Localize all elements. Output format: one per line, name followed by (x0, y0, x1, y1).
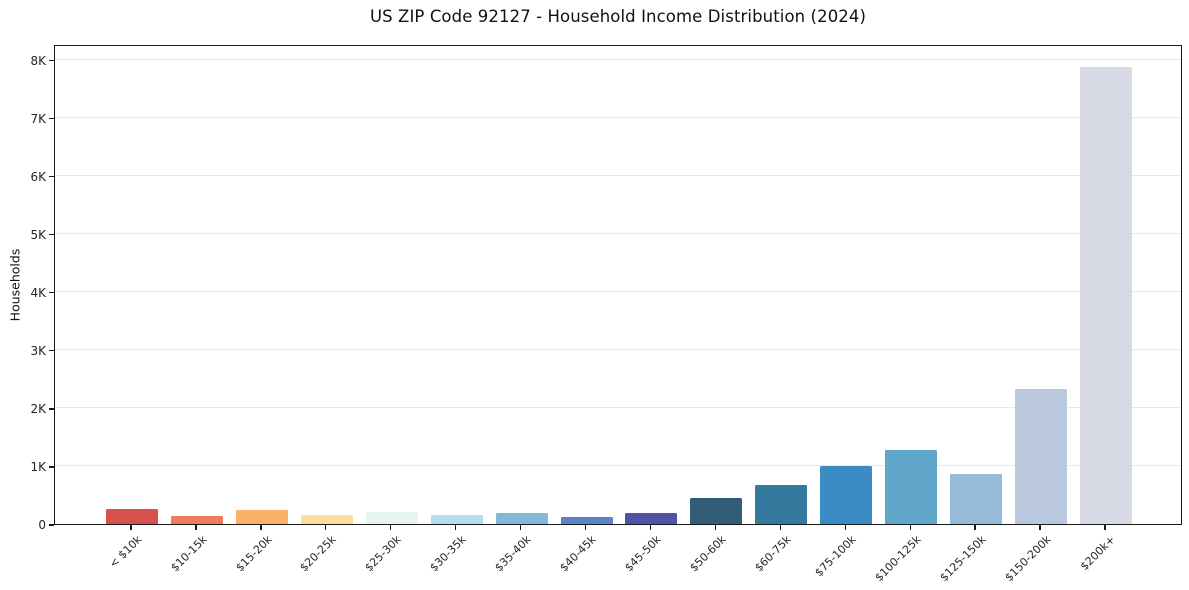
x-tick-label: $100-125k (872, 533, 924, 585)
x-tick-mark (649, 525, 652, 530)
y-tick-mark (49, 408, 54, 410)
x-tick-label: $45-50k (622, 533, 664, 575)
y-tick-label: 0 (38, 518, 46, 532)
y-tick-mark (49, 524, 54, 526)
y-tick-mark (49, 176, 54, 178)
y-tick-mark (49, 60, 54, 62)
x-tick-label: $125-150k (937, 533, 989, 585)
x-tick-label: $15-20k (232, 533, 275, 575)
bar-$200k+ (1080, 67, 1132, 524)
gridline (55, 348, 1181, 350)
bar-$35-40k (495, 512, 548, 524)
plot-area (54, 45, 1182, 525)
y-tick-mark (49, 234, 54, 236)
x-tick-label: $10-15k (167, 533, 210, 575)
y-tick-label: 2K (30, 401, 46, 416)
bar-$125-150k (950, 473, 1003, 524)
x-tick-mark (390, 525, 392, 530)
x-tick-mark (454, 525, 457, 530)
gridline (55, 58, 1181, 60)
bar-$150-200k (1015, 389, 1068, 524)
bar-$60-75k (755, 484, 808, 524)
x-tick-mark (1039, 525, 1041, 530)
bar-$30-35k (430, 514, 483, 524)
bar-$75-100k (820, 465, 873, 524)
y-tick-mark (49, 292, 54, 294)
bar-$40-45k (560, 516, 613, 524)
x-tick-label: $60-75k (752, 533, 794, 575)
y-tick-label: 8K (30, 53, 46, 68)
x-tick-label: $35-40k (492, 533, 534, 575)
x-tick-mark (844, 525, 846, 530)
y-tick-mark (49, 466, 54, 468)
x-tick-label: $150-200k (1002, 533, 1054, 585)
x-tick-mark (1104, 525, 1106, 530)
y-tick-label: 3K (30, 343, 46, 358)
gridline (55, 464, 1181, 466)
x-tick-label: < $10k (106, 533, 145, 571)
x-tick-label: $40-45k (557, 533, 599, 575)
bar-$50-60k (690, 497, 743, 524)
y-tick-mark (49, 118, 54, 120)
x-tick-label: $30-35k (427, 533, 469, 575)
x-tick-label: $75-100k (812, 533, 859, 580)
x-tick-mark (909, 525, 911, 530)
x-tick-mark (260, 525, 262, 530)
y-tick-mark (49, 350, 54, 352)
gridline (55, 116, 1181, 118)
chart-title: US ZIP Code 92127 - Household Income Dis… (369, 7, 867, 26)
bar-$20-25k (300, 515, 353, 524)
gridline (55, 174, 1181, 176)
x-tick-mark (779, 525, 782, 530)
y-tick-label: 5K (30, 227, 46, 242)
x-tick-mark (519, 525, 522, 530)
bar-$100-125k (885, 450, 938, 524)
y-tick-label: 6K (30, 169, 46, 184)
gridline (55, 290, 1181, 292)
x-tick-mark (325, 525, 327, 530)
bar-$15-20k (235, 510, 288, 524)
y-tick-label: 1K (30, 459, 46, 474)
x-tick-label: $200k+ (1078, 533, 1119, 574)
bar-< $10k (106, 508, 158, 524)
x-tick-mark (974, 525, 976, 530)
x-tick-mark (130, 525, 132, 530)
gridline (55, 232, 1181, 234)
bar-$10-15k (170, 516, 223, 524)
bar-$25-30k (365, 511, 418, 524)
x-tick-label: $50-60k (687, 533, 729, 575)
y-tick-label: 7K (30, 111, 46, 126)
gridline (55, 406, 1181, 408)
x-tick-label: $25-30k (362, 533, 404, 575)
y-tick-label: 4K (30, 285, 46, 300)
x-tick-label: $20-25k (297, 533, 340, 575)
x-tick-mark (195, 525, 197, 530)
bar-$45-50k (625, 512, 678, 524)
x-tick-mark (584, 525, 587, 530)
x-tick-mark (714, 525, 717, 530)
